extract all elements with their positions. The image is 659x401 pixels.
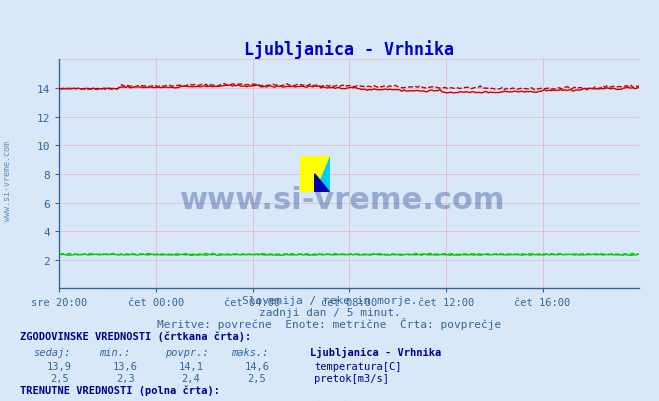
Text: sedaj:: sedaj: [33,347,71,357]
Text: TRENUTNE VREDNOSTI (polna črta):: TRENUTNE VREDNOSTI (polna črta): [20,385,219,395]
Text: 14,1: 14,1 [179,361,204,371]
Text: Meritve: povrečne  Enote: metrične  Črta: povprečje: Meritve: povrečne Enote: metrične Črta: … [158,317,501,329]
Text: povpr.:: povpr.: [165,347,208,357]
Text: maks.:: maks.: [231,347,268,357]
Title: Ljubljanica - Vrhnika: Ljubljanica - Vrhnika [244,40,454,59]
Text: temperatura[C]: temperatura[C] [314,361,402,371]
Text: 2,5: 2,5 [248,373,266,383]
Text: Ljubljanica - Vrhnika: Ljubljanica - Vrhnika [310,400,441,401]
Text: 13,9: 13,9 [47,361,72,371]
Text: 2,3: 2,3 [116,373,134,383]
Text: 2,4: 2,4 [182,373,200,383]
Polygon shape [315,174,330,192]
Text: min.:: min.: [99,347,130,357]
Text: 2,5: 2,5 [50,373,69,383]
Text: Ljubljanica - Vrhnika: Ljubljanica - Vrhnika [310,346,441,357]
Text: ZGODOVINSKE VREDNOSTI (črtkana črta):: ZGODOVINSKE VREDNOSTI (črtkana črta): [20,330,251,341]
Text: pretok[m3/s]: pretok[m3/s] [314,373,389,383]
Text: zadnji dan / 5 minut.: zadnji dan / 5 minut. [258,307,401,317]
Text: 13,6: 13,6 [113,361,138,371]
Text: Slovenija / reke in morje.: Slovenija / reke in morje. [242,295,417,305]
Text: www.si-vreme.com: www.si-vreme.com [180,186,505,215]
Polygon shape [315,156,330,192]
Text: www.si-vreme.com: www.si-vreme.com [3,140,13,221]
Text: 14,6: 14,6 [244,361,270,371]
Polygon shape [300,156,330,192]
